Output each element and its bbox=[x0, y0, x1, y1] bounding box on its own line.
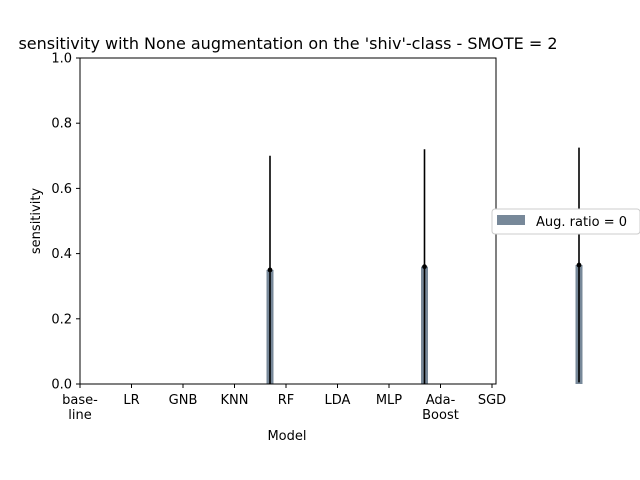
legend-swatch bbox=[497, 215, 525, 225]
y-tick-label-3: 0.6 bbox=[51, 182, 72, 197]
x-tick-label-line: LR bbox=[123, 393, 139, 408]
x-tick-label-8: SGD bbox=[478, 393, 506, 408]
x-tick-label-6: MLP bbox=[376, 393, 402, 408]
x-axis-label: Model bbox=[267, 429, 306, 444]
y-tick-label-1: 0.2 bbox=[51, 312, 72, 327]
x-tick-label-2: GNB bbox=[169, 393, 198, 408]
x-tick-label-line: RF bbox=[278, 393, 295, 408]
y-tick-label-0: 0.0 bbox=[51, 378, 72, 393]
data-point-2 bbox=[267, 267, 273, 273]
x-tick-label-4: RF bbox=[278, 393, 295, 408]
x-tick-label-1: LR bbox=[123, 393, 139, 408]
x-tick-label-7: Ada-Boost bbox=[422, 393, 459, 423]
x-tick-label-5: LDA bbox=[325, 393, 351, 408]
legend-box bbox=[491, 208, 640, 235]
chart-title: sensitivity with None augmentation on th… bbox=[18, 34, 557, 53]
x-tick-label-line: KNN bbox=[221, 393, 249, 408]
legend-label: Aug. ratio = 0 bbox=[536, 215, 627, 230]
y-axis-label: sensitivity bbox=[29, 188, 44, 255]
legend: Aug. ratio = 0 bbox=[491, 208, 640, 235]
y-tick-label-5: 1.0 bbox=[51, 52, 72, 67]
data-point-5 bbox=[422, 264, 427, 270]
data-point-8 bbox=[576, 262, 582, 268]
x-tick-label-line: line bbox=[68, 408, 91, 423]
plot-area: 0.0 0.2 0.4 0.6 0.8 1.0 base-line LR GNB KNN RF LDA… bbox=[51, 52, 583, 423]
y-tick-label-4: 0.8 bbox=[51, 117, 72, 132]
x-tick-label-line: Boost bbox=[422, 408, 459, 423]
x-tick-label-line: MLP bbox=[376, 393, 402, 408]
x-tick-label-line: base- bbox=[62, 393, 98, 408]
x-tick-label-line: GNB bbox=[169, 393, 198, 408]
x-tick-label-0: base-line bbox=[62, 393, 98, 423]
x-tick-label-line: LDA bbox=[325, 393, 351, 408]
axes-frame bbox=[79, 57, 497, 385]
x-tick-label-line: Ada- bbox=[426, 393, 456, 408]
x-tick-label-3: KNN bbox=[221, 393, 249, 408]
x-tick-label-line: SGD bbox=[478, 393, 506, 408]
y-tick-label-2: 0.4 bbox=[51, 247, 72, 262]
